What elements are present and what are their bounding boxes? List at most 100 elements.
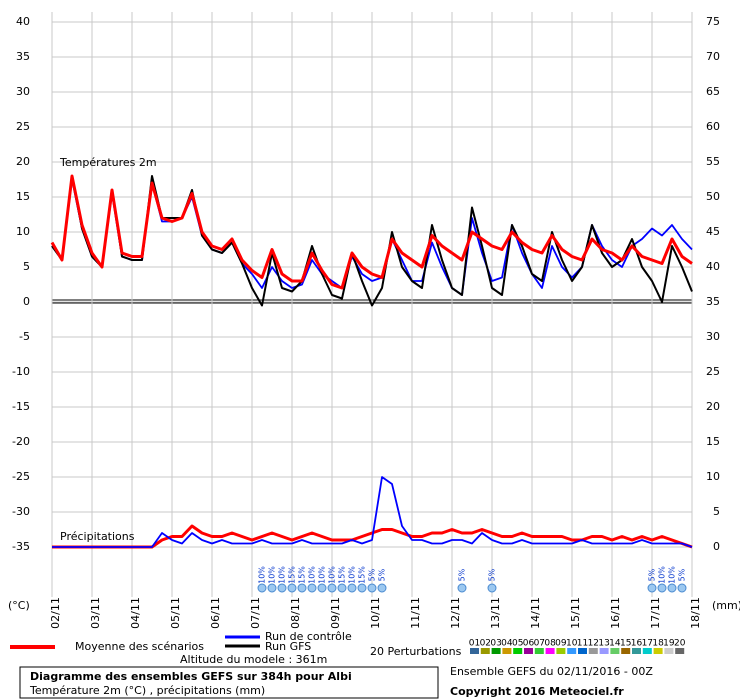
title-box — [19, 666, 439, 699]
perturbation-number: 05 — [512, 639, 523, 649]
snow-label: 10% — [318, 566, 327, 584]
perturbation-number: 11 — [577, 639, 588, 649]
snow-label: 5% — [488, 568, 497, 581]
series-line — [52, 524, 693, 549]
perturbation-number: 12 — [588, 639, 599, 649]
perturbation-swatch — [664, 648, 674, 654]
perturbation-number: 14 — [609, 639, 621, 649]
snow-icon — [267, 583, 277, 593]
perturbation-swatch — [653, 648, 663, 654]
perturbation-swatch — [599, 648, 609, 654]
legend-label: Run de contrôle — [265, 630, 352, 643]
precipitation-label: Précipitations — [60, 530, 135, 543]
snow-icon — [367, 583, 377, 593]
x-tick-label: 16/11 — [609, 597, 622, 629]
y-tick-label: -10 — [12, 365, 30, 378]
y2-tick-label: 0 — [713, 540, 720, 553]
y2-tick-label: 5 — [713, 505, 720, 518]
perturbation-number: 20 — [674, 639, 686, 649]
perturbation-swatch — [480, 648, 490, 654]
x-tick-label: 18/11 — [689, 597, 702, 629]
perturbation-swatch — [513, 648, 523, 654]
perturbation-swatch — [567, 648, 577, 654]
y-tick-label: -30 — [12, 505, 30, 518]
perturbation-number: 17 — [642, 639, 653, 649]
x-tick-label: 03/11 — [89, 597, 102, 629]
x-tick-label: 12/11 — [449, 597, 462, 629]
snow-label: 15% — [338, 566, 347, 584]
perturbation-swatch — [502, 648, 512, 654]
y2-tick-label: 40 — [706, 260, 720, 273]
x-tick-label: 05/11 — [169, 597, 182, 629]
x-tick-label: 11/11 — [409, 597, 422, 629]
perturbation-number: 04 — [501, 639, 513, 649]
snow-label: 10% — [258, 566, 267, 584]
y2-tick-label: 20 — [706, 400, 720, 413]
y-tick-label: 40 — [16, 15, 30, 28]
x-tick-label: 04/11 — [129, 597, 142, 629]
x-tick-label: 02/11 — [49, 597, 62, 629]
snow-label: 10% — [328, 566, 337, 584]
y2-tick-label: 35 — [706, 295, 720, 308]
x-tick-label: 06/11 — [209, 597, 222, 629]
y2-tick-label: 75 — [706, 15, 720, 28]
copyright: Copyright 2016 Meteociel.fr — [450, 685, 624, 698]
y-tick-label: 15 — [16, 190, 30, 203]
y-tick-label: 10 — [16, 225, 30, 238]
perturbation-number: 19 — [663, 639, 675, 649]
snow-icon — [337, 583, 347, 593]
perturbation-swatch — [578, 648, 587, 654]
perturbation-swatch — [588, 648, 598, 654]
perturbation-number: 02 — [480, 639, 491, 649]
x-tick-label: 08/11 — [289, 597, 302, 629]
x-tick-label: 14/11 — [529, 597, 542, 629]
y-tick-label: 0 — [23, 295, 30, 308]
snow-label: 15% — [288, 566, 297, 584]
y-tick-label: -5 — [19, 330, 30, 343]
snow-icon — [357, 583, 367, 593]
snow-icon — [347, 583, 357, 593]
snow-label: 10% — [308, 566, 317, 584]
y-tick-label: -35 — [12, 540, 30, 553]
snow-label: 5% — [378, 568, 387, 581]
x-tick-label: 15/11 — [569, 597, 582, 629]
perturbation-number: 06 — [523, 639, 535, 649]
perturbation-swatch — [545, 648, 555, 654]
perturbation-number: 16 — [631, 639, 643, 649]
snow-icon — [677, 583, 687, 593]
x-tick-label: 09/11 — [329, 597, 342, 629]
perturbation-swatch — [470, 648, 479, 654]
snow-label: 15% — [358, 566, 367, 584]
y2-tick-label: 65 — [706, 85, 720, 98]
y-tick-label: 25 — [16, 120, 30, 133]
y-tick-label: -15 — [12, 400, 30, 413]
legend-label: Moyenne des scénarios — [75, 640, 204, 653]
x-tick-label: 10/11 — [369, 597, 382, 629]
perturbation-swatch — [675, 648, 685, 654]
perturbation-swatch — [556, 648, 566, 654]
perturbation-swatch — [491, 648, 501, 654]
y-tick-label: 5 — [23, 260, 30, 273]
snow-label: 10% — [668, 566, 677, 584]
perturbation-number: 18 — [652, 639, 664, 649]
chart-title: Diagramme des ensembles GEFS sur 384h po… — [30, 670, 352, 683]
temperature-label: Températures 2m — [59, 156, 157, 169]
snow-icon — [327, 583, 337, 593]
snow-icon — [307, 583, 317, 593]
snow-icon — [297, 583, 307, 593]
perturbation-swatch — [621, 648, 631, 654]
snow-label: 5% — [678, 568, 687, 581]
x-tick-label: 13/11 — [489, 597, 502, 629]
y2-tick-label: 10 — [706, 470, 720, 483]
y-tick-label: 30 — [16, 85, 30, 98]
perturbation-swatch — [524, 648, 533, 654]
perturbation-number: 10 — [566, 639, 578, 649]
y2-unit: (mm) — [712, 599, 740, 612]
perturbation-swatch — [632, 648, 641, 654]
y2-tick-label: 55 — [706, 155, 720, 168]
perturbation-number: 15 — [620, 639, 631, 649]
snow-label: 5% — [458, 568, 467, 581]
snow-label: 10% — [278, 566, 287, 584]
